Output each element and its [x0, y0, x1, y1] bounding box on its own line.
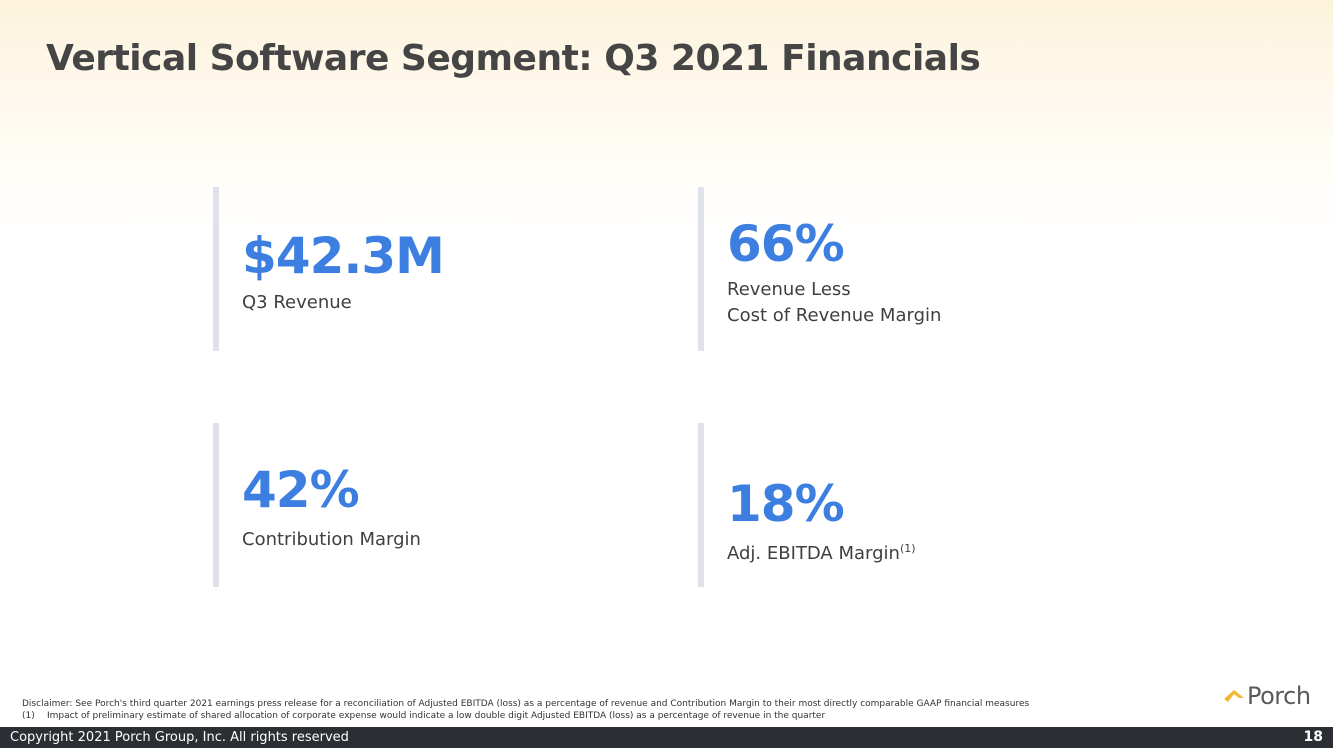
metric-label-line: Adj. EBITDA Margin	[727, 543, 900, 564]
metric-value: 18%	[727, 475, 845, 533]
footnote: (1) Impact of preliminary estimate of sha…	[22, 710, 1202, 722]
metric-label-line: Q3 Revenue	[242, 292, 352, 313]
porch-logo-text: Porch	[1247, 682, 1311, 710]
footnote-text: Impact of preliminary estimate of shared…	[47, 711, 826, 721]
metric-value: 42%	[242, 461, 360, 519]
metric-label: Adj. EBITDA Margin(1)	[727, 541, 916, 567]
copyright-text: Copyright 2021 Porch Group, Inc. All rig…	[10, 730, 349, 745]
metric-label: Revenue Less Cost of Revenue Margin	[727, 277, 941, 329]
porch-logo: Porch	[1224, 682, 1311, 710]
metric-contribution-margin: 42% Contribution Margin	[213, 423, 659, 587]
metric-label-line: Contribution Margin	[242, 529, 421, 550]
footnote-marker: (1)	[22, 711, 35, 721]
disclaimer-text: Disclaimer: See Porch's third quarter 20…	[22, 699, 1030, 709]
metric-label: Contribution Margin	[242, 527, 421, 553]
page-number: 18	[1303, 729, 1323, 745]
metric-revenue-less-cost-margin: 66% Revenue Less Cost of Revenue Margin	[698, 187, 1144, 351]
metric-label-line: Cost of Revenue Margin	[727, 305, 942, 326]
metric-q3-revenue: $42.3M Q3 Revenue	[213, 187, 659, 351]
footer-bar: Copyright 2021 Porch Group, Inc. All rig…	[0, 727, 1333, 748]
metric-label: Q3 Revenue	[242, 290, 352, 316]
footnote-ref: (1)	[899, 542, 916, 555]
metric-value: 66%	[727, 215, 845, 273]
porch-roof-icon	[1224, 690, 1244, 702]
disclaimer: Disclaimer: See Porch's third quarter 20…	[22, 698, 1202, 722]
metric-value: $42.3M	[242, 227, 445, 285]
metric-label-line: Revenue Less	[727, 279, 851, 300]
metric-adj-ebitda-margin: 18% Adj. EBITDA Margin(1)	[698, 423, 1144, 587]
slide-title: Vertical Software Segment: Q3 2021 Finan…	[46, 38, 981, 79]
